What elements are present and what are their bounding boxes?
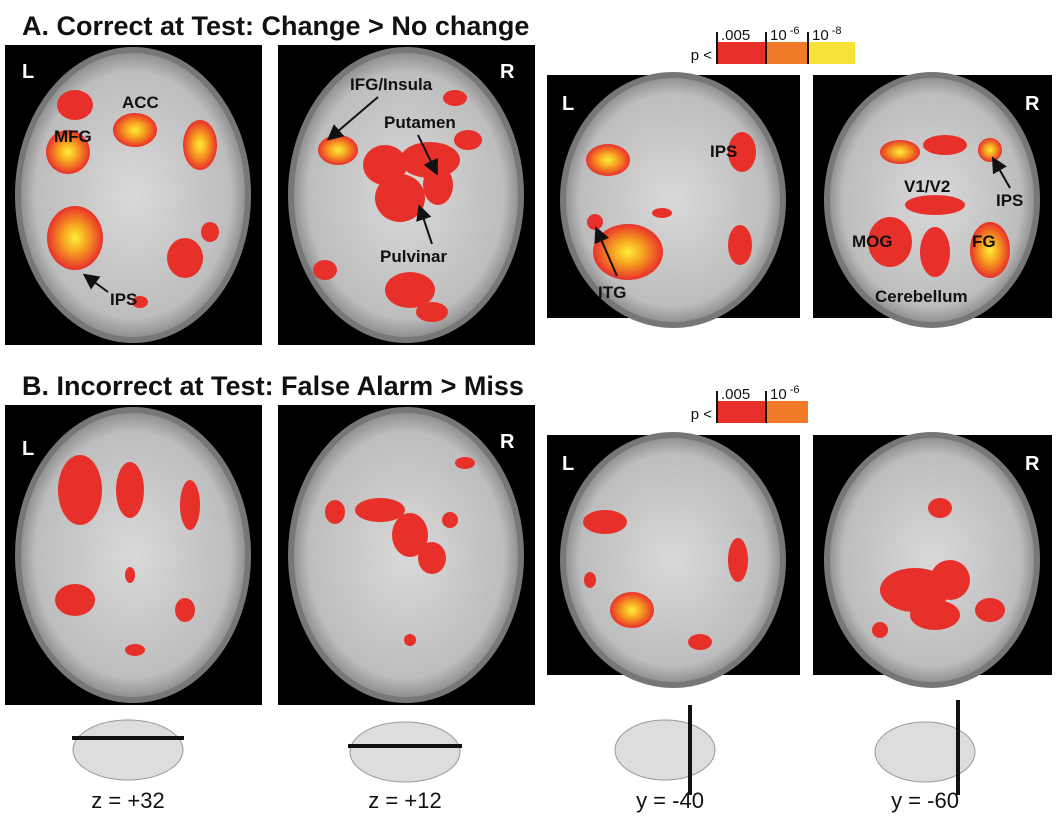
slice-icon: y = -60: [875, 700, 975, 813]
region-label: IPS: [710, 142, 737, 161]
region-label: FG: [972, 232, 996, 251]
legend-swatch: [717, 42, 766, 64]
brain-image: R: [278, 405, 535, 705]
legend-swatch: [766, 42, 808, 64]
brain-image: L IPS ITG: [547, 75, 800, 325]
brain-image: R IFG/Insula Putamen Pulvinar: [278, 45, 535, 345]
legend-swatch: [717, 401, 766, 423]
side-label: L: [22, 438, 34, 460]
brain-image: L: [547, 435, 800, 685]
side-label: R: [500, 431, 515, 453]
region-label: Pulvinar: [380, 247, 447, 266]
legend: p < .005 10-6: [691, 384, 808, 423]
section-title: B. Incorrect at Test: False Alarm > Miss: [22, 371, 524, 401]
region-label: IPS: [110, 290, 137, 309]
slice-icon: z = +12: [348, 722, 462, 813]
page: {"sections":[ {"title":"A. Correct at Te…: [0, 0, 1057, 816]
legend-swatch: [766, 401, 808, 423]
legend-prefix: p <: [691, 406, 713, 423]
brain-image: L MFG ACC IPS: [5, 45, 262, 345]
region-label: ACC: [122, 93, 159, 112]
legend: p < .005 10-6 10-8: [691, 25, 855, 64]
region-label: IFG/Insula: [350, 75, 433, 94]
side-label: L: [22, 61, 34, 83]
slice-label: z = +32: [91, 788, 164, 813]
legend-threshold: 10-8: [812, 25, 841, 44]
side-label: L: [562, 93, 574, 115]
slice-label: y = -40: [636, 788, 704, 813]
slice-icon: z = +32: [72, 720, 184, 813]
side-label: R: [500, 61, 515, 83]
section-title: A. Correct at Test: Change > No change: [22, 11, 529, 41]
region-label: Cerebellum: [875, 287, 968, 306]
brain-image: R V1/V2 IPS MOG FG Cerebellum: [813, 75, 1052, 325]
legend-threshold: 10-6: [770, 384, 799, 403]
region-label: Putamen: [384, 113, 456, 132]
slice-icon: y = -40: [615, 705, 715, 813]
brain-image: L: [5, 405, 262, 705]
legend-threshold: .005: [721, 386, 750, 403]
region-label: IPS: [996, 191, 1023, 210]
region-label: V1/V2: [904, 177, 950, 196]
brain-image: R: [813, 435, 1052, 685]
slice-label: z = +12: [368, 788, 441, 813]
region-label: MFG: [54, 127, 92, 146]
region-label: MOG: [852, 232, 893, 251]
region-label: ITG: [598, 283, 626, 302]
legend-threshold: 10-6: [770, 25, 799, 44]
side-label: R: [1025, 453, 1040, 475]
side-label: L: [562, 453, 574, 475]
legend-threshold: .005: [721, 27, 750, 44]
side-label: R: [1025, 93, 1040, 115]
figure: A. Correct at Test: Change > No change p…: [0, 0, 1057, 816]
legend-prefix: p <: [691, 47, 713, 64]
legend-swatch: [808, 42, 855, 64]
slice-label: y = -60: [891, 788, 959, 813]
